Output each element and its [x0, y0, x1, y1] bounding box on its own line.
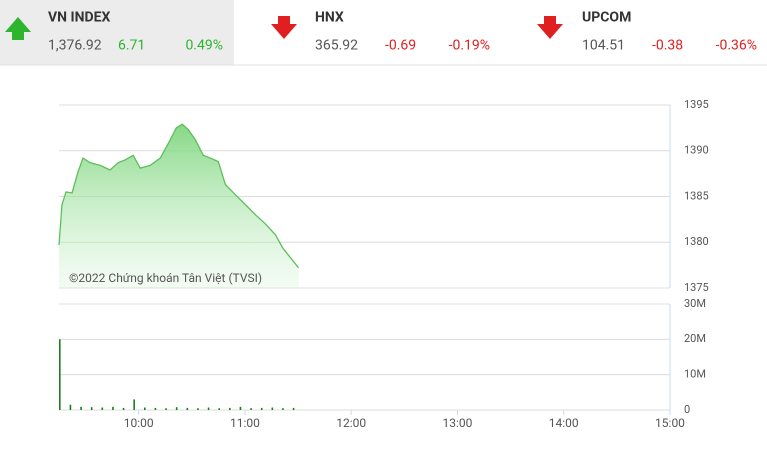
volume-bar: [101, 407, 104, 410]
header-highlight: [0, 0, 234, 65]
trend-arrow: [271, 16, 297, 39]
volume-bar: [260, 407, 263, 410]
volume-bar: [133, 399, 135, 410]
volume-bar: [197, 408, 199, 410]
volume-bar: [112, 406, 114, 410]
index-percent: -0.36%: [716, 38, 757, 54]
y-tick-label: 1375: [684, 281, 709, 294]
x-tick-label: 15:00: [655, 416, 685, 430]
y-tick-label: 1380: [684, 235, 709, 248]
volume-bar: [59, 339, 61, 410]
volume-bar: [207, 407, 210, 410]
copyright: ©2022 Chứng khoán Tân Việt (TVSI): [69, 271, 262, 285]
index-name[interactable]: HNX: [315, 10, 344, 26]
trend-arrow: [5, 17, 31, 40]
index-value: 365.92: [315, 38, 358, 54]
area: [59, 124, 299, 288]
y-tick-label: 1390: [684, 144, 709, 157]
index-value: 104.51: [582, 38, 625, 54]
y-tick-label: 20M: [684, 332, 706, 345]
volume-bar: [218, 408, 220, 410]
index-name[interactable]: UPCOM: [582, 10, 631, 26]
price-line: [58, 123, 300, 269]
index-percent: 0.49%: [185, 38, 223, 54]
y-tick-label: 1395: [684, 98, 709, 111]
x-tick-label: 14:00: [549, 416, 579, 430]
index-change: -0.69: [385, 38, 416, 54]
volume-bar: [69, 404, 72, 410]
volume-bar: [239, 406, 242, 410]
x-tick-label: 13:00: [443, 416, 473, 430]
volume-bar: [271, 407, 274, 410]
volume-bar: [186, 407, 189, 410]
index-percent: -0.19%: [449, 38, 490, 54]
y-tick-label: 0: [684, 403, 690, 416]
index-value: 1,376.92: [48, 38, 102, 54]
trend-arrow: [537, 16, 563, 39]
volume-bar: [229, 407, 231, 410]
y-tick-label: 10M: [684, 368, 706, 381]
index-change: -0.38: [652, 38, 683, 54]
x-tick-label: 11:00: [230, 416, 260, 430]
index-name[interactable]: VN INDEX: [48, 10, 110, 26]
volume-bar: [165, 408, 167, 410]
volume-bar: [250, 408, 252, 410]
volume-bar: [282, 408, 284, 410]
volume-bar: [154, 407, 157, 410]
x-tick-label: 10:00: [124, 416, 154, 430]
y-tick-label: 1385: [684, 189, 709, 202]
x-tick-label: 12:00: [336, 416, 366, 430]
volume-bar: [122, 407, 125, 410]
index-change: 6.71: [118, 38, 145, 54]
volume-bar: [90, 407, 93, 410]
volume-bar: [80, 406, 82, 410]
volume-bar: [175, 407, 178, 410]
volume-bar: [292, 407, 295, 410]
volume-bar: [144, 407, 146, 410]
y-tick-label: 30M: [684, 297, 706, 310]
